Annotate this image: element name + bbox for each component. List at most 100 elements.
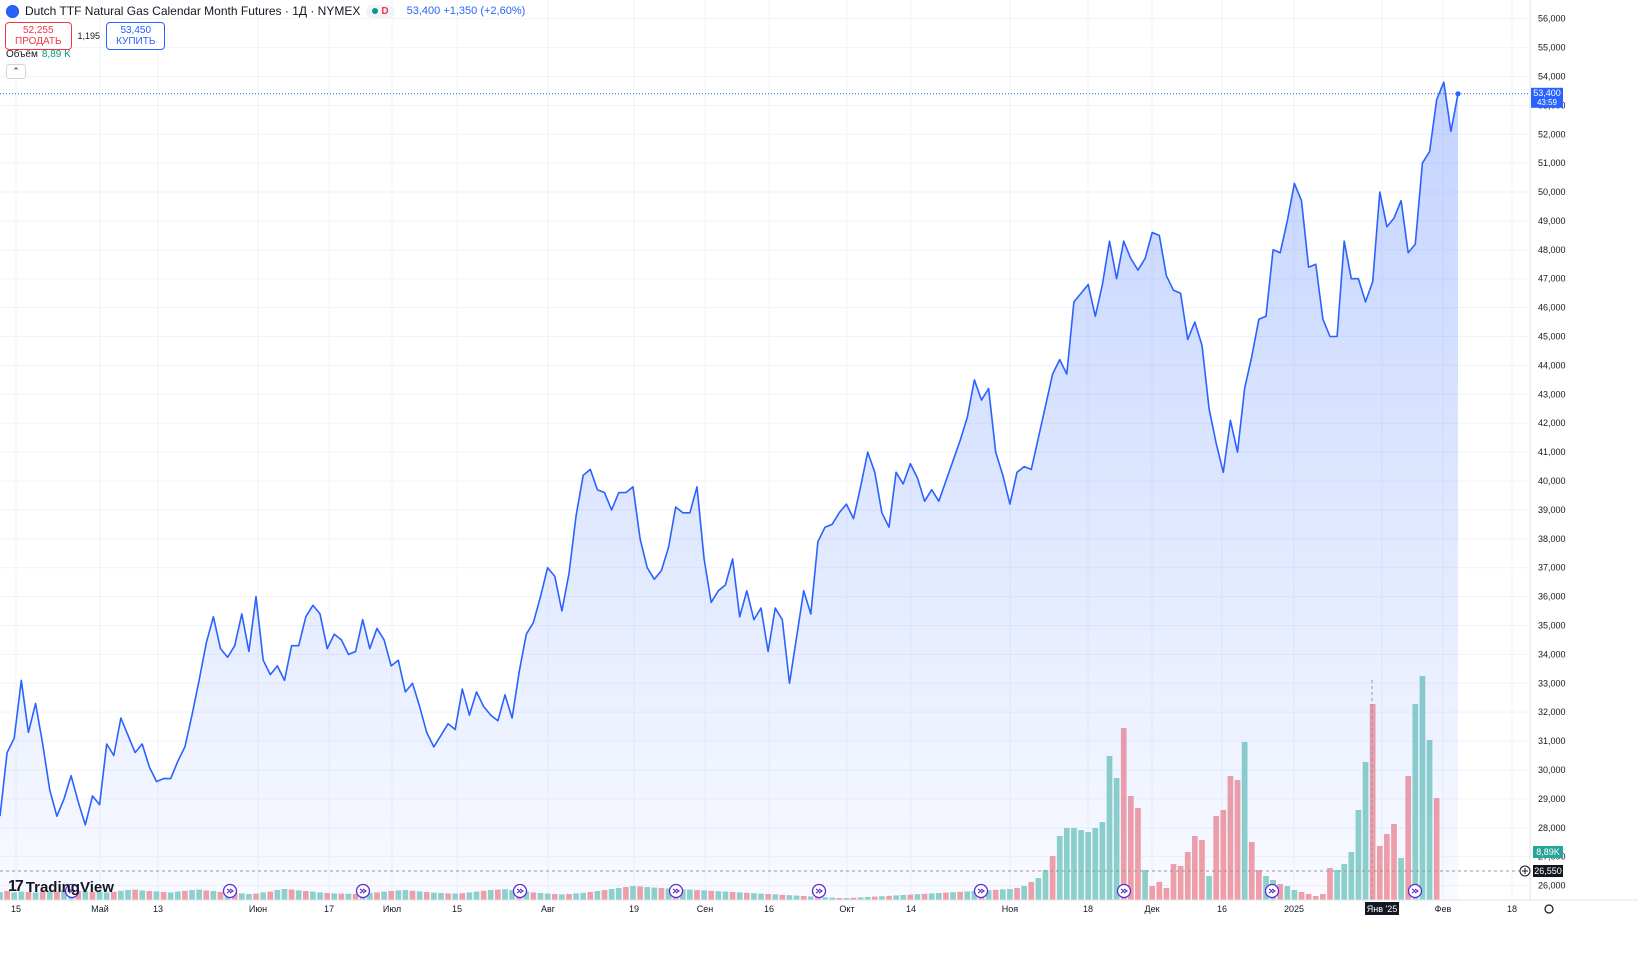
event-marker-arrows — [1268, 888, 1276, 894]
volume-legend[interactable]: Объём 8,89 K — [6, 49, 71, 60]
event-marker-arrows — [1411, 888, 1419, 894]
time-tick-label: 13 — [153, 904, 163, 914]
time-tick-label: 19 — [629, 904, 639, 914]
time-tick-label: Окт — [839, 904, 854, 914]
tradingview-mark-icon: 17 — [8, 878, 24, 895]
event-marker-icon[interactable] — [64, 883, 80, 899]
price-axis: 56,00055,00054,00053,00052,00051,00050,0… — [0, 0, 1566, 914]
event-marker-arrows — [1120, 888, 1128, 894]
time-tick-label: Фев — [1435, 904, 1452, 914]
last-price-label-bg — [1531, 87, 1563, 108]
time-tick-label: Июл — [383, 904, 401, 914]
price-tick-label: 40,000 — [1538, 476, 1566, 486]
price-tick-label: 28,000 — [1538, 823, 1566, 833]
price-area — [0, 82, 1458, 900]
volume-axis-label-bg — [1533, 846, 1563, 858]
price-tick-label: 49,000 — [1538, 216, 1566, 226]
event-marker-icon[interactable] — [973, 883, 989, 899]
buy-price: 53,450 — [120, 25, 152, 36]
header-quote: 53,400 +1,350 (+2,60%) — [407, 5, 526, 17]
symbol-logo-icon — [6, 4, 19, 18]
collapse-legend-button[interactable]: ⌃ — [6, 64, 26, 79]
event-marker-arrows — [815, 888, 823, 894]
volume-axis-label: 8,89K — [1536, 847, 1560, 857]
last-price-dot — [1455, 91, 1461, 97]
symbol-title[interactable]: Dutch TTF Natural Gas Calendar Month Fut… — [25, 4, 361, 18]
data-status-letter: D — [381, 5, 389, 17]
price-tick-label: 42,000 — [1538, 418, 1566, 428]
time-tick-label: Ноя — [1002, 904, 1019, 914]
price-line — [0, 81, 1459, 826]
price-tick-label: 55,000 — [1538, 43, 1566, 53]
symbol-header[interactable]: Dutch TTF Natural Gas Calendar Month Fut… — [6, 4, 525, 18]
time-tick-label: 2025 — [1284, 904, 1304, 914]
event-marker-arrows — [516, 888, 524, 894]
price-tick-label: 36,000 — [1538, 592, 1566, 602]
price-tick-label: 31,000 — [1538, 736, 1566, 746]
price-tick-label: 41,000 — [1538, 447, 1566, 457]
time-tick-label: 16 — [764, 904, 774, 914]
price-tick-label: 38,000 — [1538, 534, 1566, 544]
trade-buttons: 52,255 ПРОДАТЬ 1,195 53,450 КУПИТЬ — [5, 22, 166, 50]
event-markers — [64, 883, 1423, 899]
event-marker-arrows — [977, 888, 985, 894]
market-status-badge[interactable]: D — [366, 4, 395, 18]
event-marker-icon[interactable] — [1264, 883, 1280, 899]
price-tick-label: 33,000 — [1538, 678, 1566, 688]
header-price: 53,400 — [406, 5, 441, 17]
time-tick-label: Дек — [1144, 904, 1159, 914]
price-tick-label: 35,000 — [1538, 620, 1566, 630]
time-tick-label: 15 — [452, 904, 462, 914]
event-marker-icon[interactable] — [668, 883, 684, 899]
price-tick-label: 44,000 — [1538, 360, 1566, 370]
market-open-dot-icon — [372, 8, 379, 14]
price-tick-label: 30,000 — [1538, 765, 1566, 775]
tradingview-logo[interactable]: 17 TradingView — [8, 878, 114, 896]
event-marker-arrows — [226, 888, 234, 894]
price-tick-label: 34,000 — [1538, 649, 1566, 659]
price-tick-label: 37,000 — [1538, 563, 1566, 573]
time-tick-label: Авг — [541, 904, 556, 914]
price-tick-label: 32,000 — [1538, 707, 1566, 717]
event-marker-icon[interactable] — [1116, 883, 1132, 899]
volume-legend-value: 8,89 K — [41, 49, 71, 60]
time-tick-label: Май — [91, 904, 109, 914]
event-marker-icon[interactable] — [512, 883, 528, 899]
time-tick-label: 18 — [1083, 904, 1093, 914]
event-marker-icon[interactable] — [811, 883, 827, 899]
sell-price: 52,255 — [22, 25, 54, 36]
price-tick-label: 54,000 — [1538, 71, 1566, 81]
price-tick-label: 43,000 — [1538, 389, 1566, 399]
time-tick-label: 16 — [1217, 904, 1227, 914]
sell-button[interactable]: 52,255 ПРОДАТЬ — [5, 22, 72, 50]
price-tick-label: 39,000 — [1538, 505, 1566, 515]
event-marker-icon[interactable] — [1407, 883, 1423, 899]
price-tick-label: 47,000 — [1538, 274, 1566, 284]
price-tick-label: 29,000 — [1538, 794, 1566, 804]
price-tick-label: 45,000 — [1538, 332, 1566, 342]
time-tick-label: 18 — [1507, 904, 1517, 914]
price-tick-label: 51,000 — [1538, 158, 1566, 168]
event-marker-arrows — [68, 888, 76, 894]
time-tick-label: Июн — [249, 904, 267, 914]
crosshair-price-label: 26,550 — [1534, 866, 1562, 876]
event-marker-arrows — [359, 888, 367, 894]
price-tick-label: 56,000 — [1538, 14, 1566, 24]
buy-button[interactable]: 53,450 КУПИТЬ — [106, 22, 166, 50]
plus-icon — [1522, 868, 1528, 874]
volume-legend-label: Объём — [6, 49, 38, 60]
settings-gear-icon[interactable] — [1544, 904, 1554, 914]
countdown-label: 43:59 — [1537, 98, 1558, 107]
tradingview-logo-text: TradingView — [25, 878, 114, 896]
time-axis: 15 Май 13 Июн 17 Июл 15 Авг 19 Сен 16 Окт 14 Ноя 18 Дек… — [0, 899, 1638, 915]
event-marker-icon[interactable] — [355, 883, 371, 899]
price-tick-label: 48,000 — [1538, 245, 1566, 255]
crosshair-date-label-bg — [1365, 902, 1399, 915]
price-tick-label: 50,000 — [1538, 187, 1566, 197]
event-marker-icon[interactable] — [222, 883, 238, 899]
price-tick-label: 46,000 — [1538, 303, 1566, 313]
time-tick-label: Янв '25 — [1367, 904, 1397, 914]
sell-label: ПРОДАТЬ — [15, 36, 62, 47]
